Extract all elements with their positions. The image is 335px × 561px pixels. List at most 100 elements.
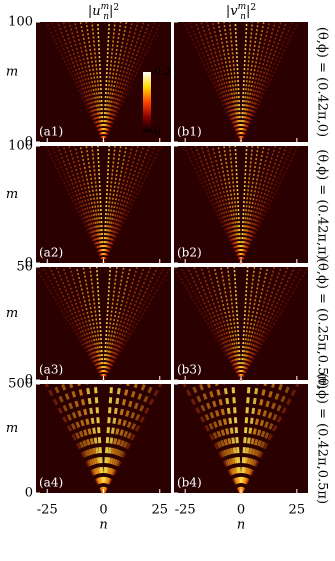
heatmap-stripe [91,145,105,264]
x-tick-label: 25 [151,503,168,518]
heatmap-stripe [240,145,254,264]
heatmap-stripe [189,21,242,143]
heatmap-stripe [48,266,105,381]
title-sub: n [103,12,109,22]
heatmap-stripe [179,266,242,381]
heatmap-stripe [226,266,242,381]
heatmap-stripe [233,266,242,381]
heatmap-stripe [102,383,130,494]
heatmap-stripe [102,145,139,264]
heatmap-stripe [102,266,125,381]
heatmap-stripe [102,21,139,143]
heatmap-stripe [75,266,105,381]
colorbar [143,72,151,132]
heatmap-stripe [240,145,276,264]
heatmap-stripe [102,21,128,143]
heatmap-stripe [62,266,105,381]
heatmap-stripe [240,21,271,143]
heatmap-stripe [68,145,105,264]
heatmap-stripe [102,145,151,264]
heatmap-stripe [194,145,242,264]
heatmap-stripe [211,145,242,264]
heatmap-stripe [240,145,299,264]
y-axis-label: m [6,421,18,436]
heatmap-stripe [62,21,105,143]
row-condition: (θ,ϕ) = (0.42π,0.5π) [315,373,330,504]
heatmap-stripe [240,266,249,381]
heatmap-stripe [206,21,242,143]
heatmap-stripe [240,145,293,264]
heatmap-stripe [240,21,254,143]
heatmap-stripe [102,383,122,494]
heatmap-stripe [102,21,145,143]
heatmap-stripe [206,145,242,264]
y-tick-label: 0 [25,135,33,150]
heatmap-stripe [82,266,105,381]
y-tick-label: 100 [8,15,33,30]
heatmap-stripe [62,145,105,264]
heatmap-stripe [56,21,105,143]
heatmap-stripe [213,266,242,381]
y-tick-label: 0 [25,373,33,388]
title-sub: n [240,12,246,22]
heatmap-stripe [223,383,243,494]
heatmap-stripe [240,145,248,264]
heatmap-stripe [44,383,105,494]
heatmap-stripe [102,383,114,494]
heatmap-stripe [102,21,111,143]
heatmap-stripe [102,266,132,381]
row-condition: (θ,ϕ) = (0.25π,0.5π) [315,258,330,389]
heatmap-stripe [85,21,105,143]
heatmap-stripe [240,266,289,381]
x-axis-label: n [237,518,245,533]
panel-label: (a3) [39,363,63,377]
x-tick-label: 0 [237,503,245,518]
heatmap-stripe [207,383,243,494]
column-title: |um n|2 [88,2,119,22]
heatmap-stripe [102,266,152,381]
heatmap-stripe [240,266,256,381]
x-tick-label: -25 [37,503,58,518]
heatmap-stripe [102,21,122,143]
heatmap-stripe [69,383,105,494]
heatmap-stripe [217,21,242,143]
heatmap-stripe [240,266,303,381]
heatmap-stripe [102,145,145,264]
heatmap-stripe [239,383,300,494]
heatmap-stripe [193,266,242,381]
x-axis-label: n [99,518,107,533]
title-main: |u [88,4,101,19]
heatmap-stripe [194,21,242,143]
title-power: 2 [113,3,119,13]
heatmap-stripe [95,266,105,381]
colorbar-label: 0 [154,125,161,138]
heatmap-stripe [231,383,243,494]
heatmap-stripe [102,266,159,381]
heatmap-stripe [234,21,242,143]
heatmap-panel [174,384,308,493]
title-sup: m [238,2,247,12]
heatmap-panel [36,146,171,263]
y-axis-label: m [6,65,18,80]
heatmap-stripe [68,21,105,143]
title-power: 2 [250,3,256,13]
heatmap-stripe [74,21,105,143]
heatmap-stripe [85,383,105,494]
title-close: | [109,4,113,19]
heatmap-stripe [240,145,288,264]
heatmap-stripe [240,21,276,143]
heatmap-stripe [102,145,156,264]
heatmap-stripe [35,266,105,381]
heatmap-stripe [102,383,163,494]
heatmap-stripe [74,145,105,264]
heatmap-stripe [173,266,242,381]
heatmap-stripe [45,145,105,264]
colorbar-label: 0.2 [154,65,172,78]
y-axis-label: m [6,306,18,321]
heatmap-stripe [102,21,116,143]
heatmap-stripe [240,145,282,264]
heatmap-stripe [102,145,111,264]
heatmap-stripe [240,145,271,264]
heatmap-stripe [240,21,248,143]
heatmap-stripe [239,383,267,494]
